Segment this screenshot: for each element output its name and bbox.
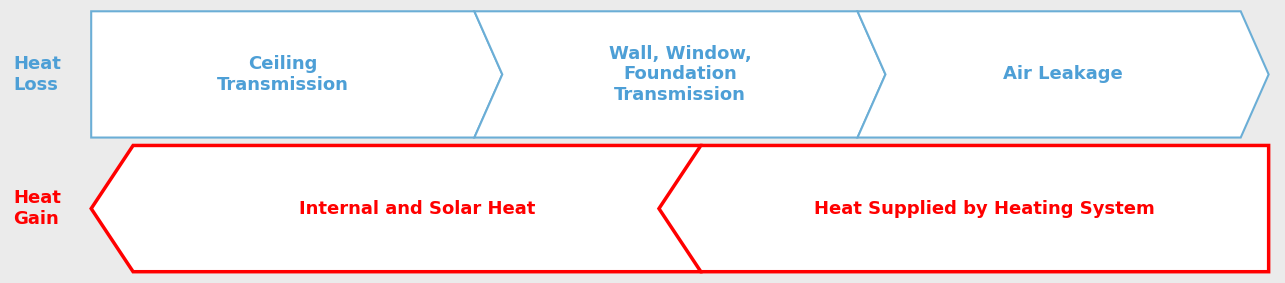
Text: Heat
Loss: Heat Loss [13,55,62,94]
Text: Wall, Window,
Foundation
Transmission: Wall, Window, Foundation Transmission [609,45,752,104]
Text: Internal and Solar Heat: Internal and Solar Heat [299,200,535,218]
Polygon shape [659,145,1268,272]
Polygon shape [91,11,502,138]
Text: Heat Supplied by Heating System: Heat Supplied by Heating System [815,200,1155,218]
Polygon shape [91,145,700,272]
Text: Ceiling
Transmission: Ceiling Transmission [217,55,348,94]
Polygon shape [474,11,885,138]
Text: Heat
Gain: Heat Gain [13,189,62,228]
Polygon shape [857,11,1268,138]
Text: Air Leakage: Air Leakage [1004,65,1123,83]
